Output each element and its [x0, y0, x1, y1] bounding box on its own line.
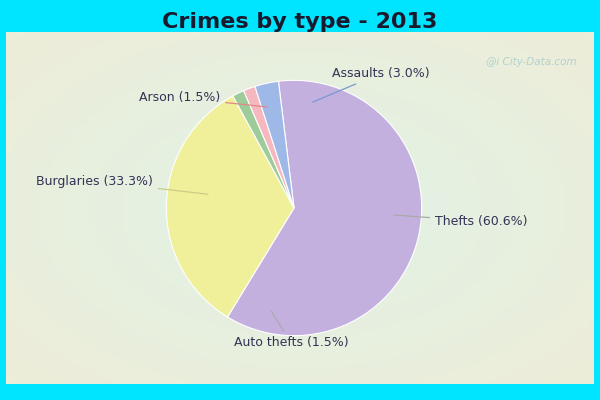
Text: Auto thefts (1.5%): Auto thefts (1.5%) [233, 311, 348, 349]
Text: Burglaries (33.3%): Burglaries (33.3%) [36, 175, 208, 194]
Text: Arson (1.5%): Arson (1.5%) [139, 91, 267, 107]
Wedge shape [244, 86, 294, 208]
Wedge shape [233, 91, 294, 208]
Text: Thefts (60.6%): Thefts (60.6%) [394, 215, 527, 228]
Wedge shape [255, 81, 294, 208]
Text: Assaults (3.0%): Assaults (3.0%) [313, 67, 429, 102]
Wedge shape [166, 96, 294, 317]
Text: Crimes by type - 2013: Crimes by type - 2013 [163, 12, 437, 32]
Text: @i City-Data.com: @i City-Data.com [486, 57, 577, 67]
Wedge shape [227, 80, 422, 336]
